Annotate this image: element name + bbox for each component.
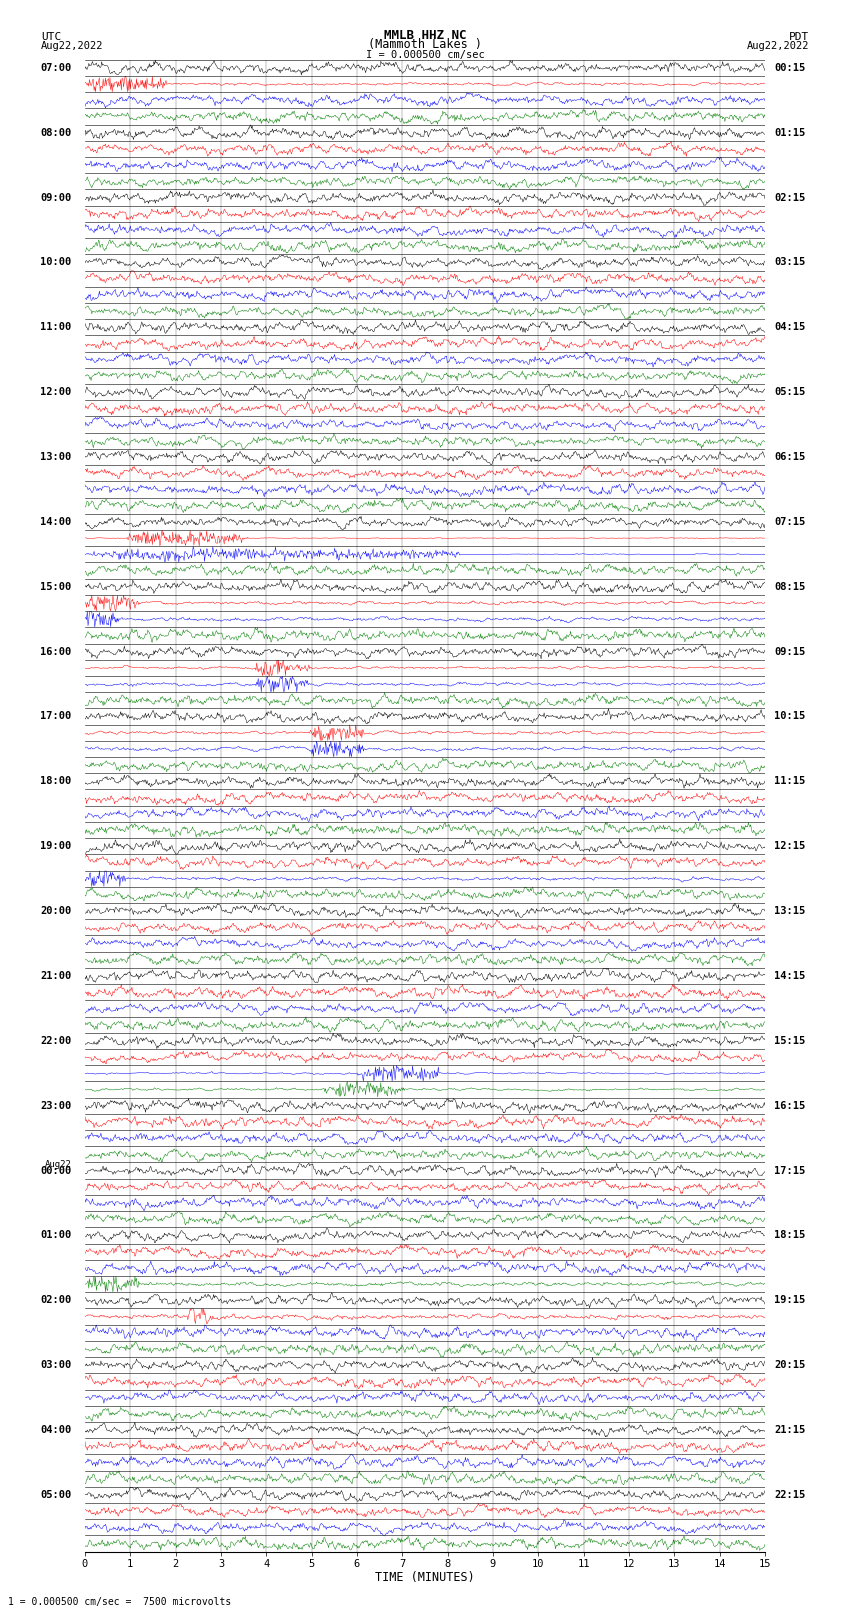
Text: UTC: UTC xyxy=(41,32,61,42)
Text: 02:00: 02:00 xyxy=(40,1295,71,1305)
Text: PDT: PDT xyxy=(789,32,809,42)
Text: Aug22: Aug22 xyxy=(44,1160,71,1169)
Text: 08:00: 08:00 xyxy=(40,127,71,137)
Text: 07:15: 07:15 xyxy=(774,516,805,527)
Text: 22:00: 22:00 xyxy=(40,1036,71,1045)
Text: 00:00: 00:00 xyxy=(40,1166,71,1176)
Text: 03:00: 03:00 xyxy=(40,1360,71,1369)
Text: 1 = 0.000500 cm/sec =  7500 microvolts: 1 = 0.000500 cm/sec = 7500 microvolts xyxy=(8,1597,232,1607)
Text: 11:15: 11:15 xyxy=(774,776,805,787)
Text: 18:15: 18:15 xyxy=(774,1231,805,1240)
Text: 08:15: 08:15 xyxy=(774,582,805,592)
Text: 12:15: 12:15 xyxy=(774,842,805,852)
Text: 10:15: 10:15 xyxy=(774,711,805,721)
X-axis label: TIME (MINUTES): TIME (MINUTES) xyxy=(375,1571,475,1584)
Text: 21:00: 21:00 xyxy=(40,971,71,981)
Text: 01:00: 01:00 xyxy=(40,1231,71,1240)
Text: 05:00: 05:00 xyxy=(40,1490,71,1500)
Text: 11:00: 11:00 xyxy=(40,323,71,332)
Text: 14:00: 14:00 xyxy=(40,516,71,527)
Text: 19:15: 19:15 xyxy=(774,1295,805,1305)
Text: (Mammoth Lakes ): (Mammoth Lakes ) xyxy=(368,37,482,50)
Text: 09:15: 09:15 xyxy=(774,647,805,656)
Text: 07:00: 07:00 xyxy=(40,63,71,73)
Text: 09:00: 09:00 xyxy=(40,192,71,203)
Text: 20:15: 20:15 xyxy=(774,1360,805,1369)
Text: 16:15: 16:15 xyxy=(774,1100,805,1111)
Text: 18:00: 18:00 xyxy=(40,776,71,787)
Text: 19:00: 19:00 xyxy=(40,842,71,852)
Text: 10:00: 10:00 xyxy=(40,258,71,268)
Text: 12:00: 12:00 xyxy=(40,387,71,397)
Text: 20:00: 20:00 xyxy=(40,907,71,916)
Text: 04:15: 04:15 xyxy=(774,323,805,332)
Text: Aug22,2022: Aug22,2022 xyxy=(746,40,809,50)
Text: 06:15: 06:15 xyxy=(774,452,805,461)
Text: 17:00: 17:00 xyxy=(40,711,71,721)
Text: 13:15: 13:15 xyxy=(774,907,805,916)
Text: 02:15: 02:15 xyxy=(774,192,805,203)
Text: 17:15: 17:15 xyxy=(774,1166,805,1176)
Text: 23:00: 23:00 xyxy=(40,1100,71,1111)
Text: 16:00: 16:00 xyxy=(40,647,71,656)
Text: 05:15: 05:15 xyxy=(774,387,805,397)
Text: 15:00: 15:00 xyxy=(40,582,71,592)
Text: 21:15: 21:15 xyxy=(774,1424,805,1436)
Text: 22:15: 22:15 xyxy=(774,1490,805,1500)
Text: 14:15: 14:15 xyxy=(774,971,805,981)
Text: I = 0.000500 cm/sec: I = 0.000500 cm/sec xyxy=(366,50,484,60)
Text: 15:15: 15:15 xyxy=(774,1036,805,1045)
Text: 13:00: 13:00 xyxy=(40,452,71,461)
Text: 03:15: 03:15 xyxy=(774,258,805,268)
Text: 01:15: 01:15 xyxy=(774,127,805,137)
Text: Aug22,2022: Aug22,2022 xyxy=(41,40,104,50)
Text: MMLB HHZ NC: MMLB HHZ NC xyxy=(383,29,467,42)
Text: 04:00: 04:00 xyxy=(40,1424,71,1436)
Text: 00:15: 00:15 xyxy=(774,63,805,73)
